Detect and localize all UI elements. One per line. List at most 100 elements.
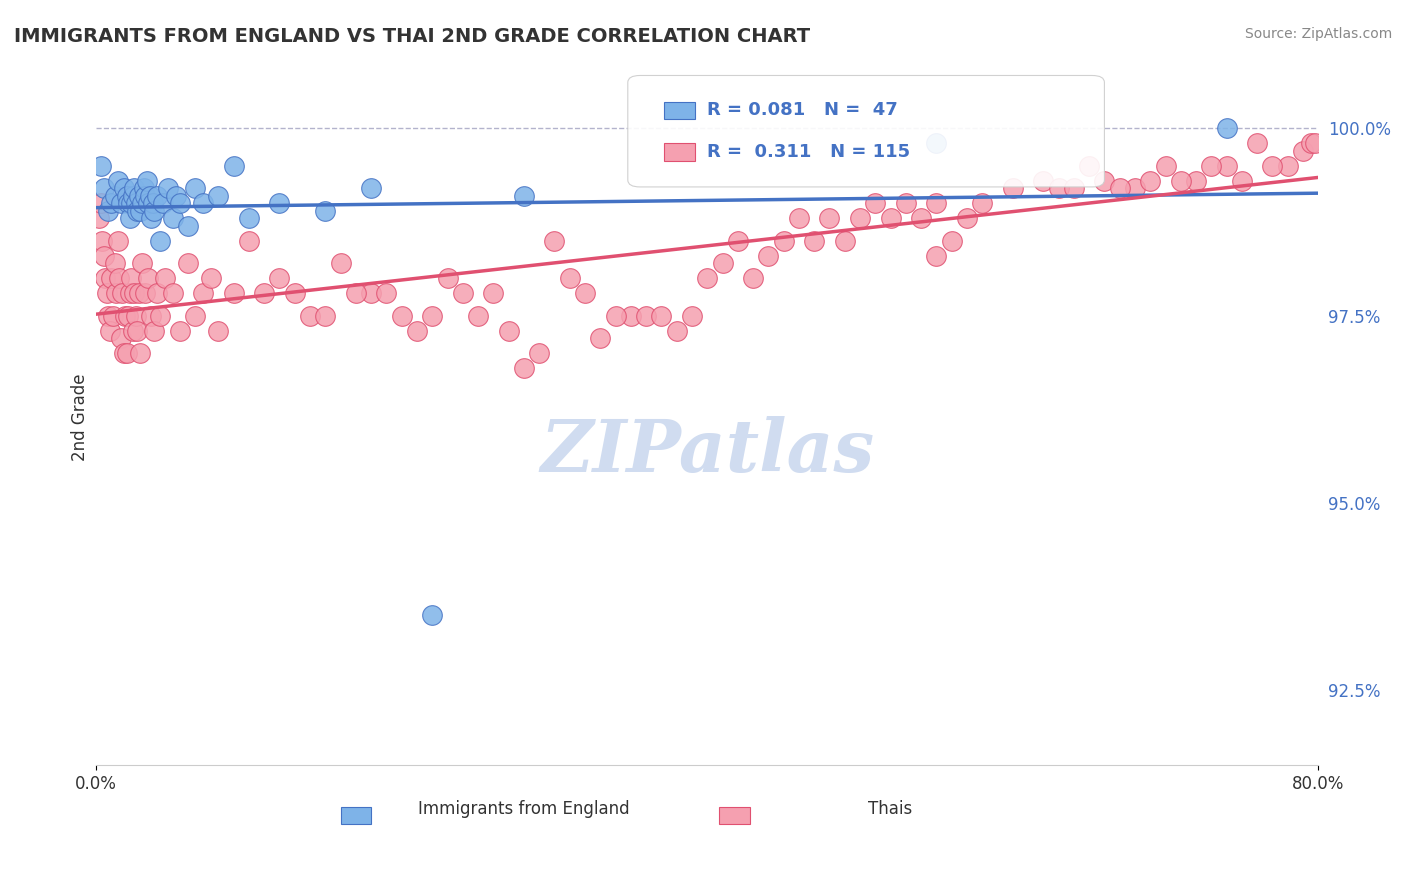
Point [605, 309, 627, 323]
Point [107, 174, 129, 188]
Point [253, 286, 276, 301]
Point [513, 189, 536, 203]
Point [360, 286, 382, 301]
Point [849, 211, 872, 226]
Point [153, 271, 176, 285]
FancyBboxPatch shape [665, 144, 695, 161]
Point [93, 249, 115, 263]
Point [132, 181, 155, 195]
Point [125, 309, 148, 323]
Point [114, 309, 136, 323]
Point [360, 181, 382, 195]
Point [1185, 174, 1208, 188]
Point [329, 256, 352, 270]
Point [127, 203, 149, 218]
Point [93, 181, 115, 195]
Point [101, 309, 124, 323]
Point [574, 286, 596, 301]
Point [165, 189, 187, 203]
Point [527, 346, 550, 360]
Point [134, 189, 156, 203]
Point [97, 309, 120, 323]
Point [696, 271, 718, 285]
Point [1299, 136, 1322, 151]
Point [127, 324, 149, 338]
Point [149, 234, 172, 248]
Point [818, 211, 841, 226]
Point [879, 211, 901, 226]
Point [941, 234, 963, 248]
Point [136, 196, 159, 211]
Point [112, 346, 135, 360]
Point [115, 189, 138, 203]
Point [681, 309, 703, 323]
Point [141, 211, 163, 226]
FancyBboxPatch shape [665, 102, 695, 119]
Point [107, 234, 129, 248]
Point [344, 286, 367, 301]
Point [134, 286, 156, 301]
Point [143, 203, 166, 218]
Y-axis label: 2nd Grade: 2nd Grade [72, 373, 89, 460]
Point [1261, 159, 1284, 173]
Point [558, 271, 581, 285]
Point [112, 181, 135, 195]
Point [129, 203, 152, 218]
Point [94, 271, 117, 285]
Point [184, 309, 207, 323]
Point [184, 181, 207, 195]
Point [143, 324, 166, 338]
Point [543, 234, 565, 248]
Point [1063, 181, 1085, 195]
Point [925, 196, 948, 211]
Point [910, 211, 932, 226]
Point [513, 361, 536, 376]
Point [96, 286, 118, 301]
Point [191, 286, 214, 301]
Point [1277, 159, 1299, 173]
Point [925, 136, 948, 151]
Point [451, 286, 474, 301]
Text: IMMIGRANTS FROM ENGLAND VS THAI 2ND GRADE CORRELATION CHART: IMMIGRANTS FROM ENGLAND VS THAI 2ND GRAD… [14, 27, 810, 45]
Point [124, 286, 146, 301]
Point [420, 608, 443, 623]
Point [131, 196, 153, 211]
Point [727, 234, 749, 248]
Point [1139, 174, 1161, 188]
Point [110, 196, 132, 211]
Point [100, 271, 122, 285]
Point [1201, 159, 1223, 173]
Point [772, 234, 794, 248]
Point [238, 234, 260, 248]
Point [284, 286, 307, 301]
Point [1047, 181, 1070, 195]
Point [129, 346, 152, 360]
Point [1154, 159, 1177, 173]
Point [128, 286, 150, 301]
Point [650, 309, 672, 323]
Point [1303, 136, 1326, 151]
Point [1123, 181, 1146, 195]
Point [177, 219, 200, 233]
Text: Immigrants from England: Immigrants from England [418, 800, 630, 818]
Point [117, 196, 139, 211]
Point [103, 256, 125, 270]
Point [269, 196, 291, 211]
Point [420, 309, 443, 323]
Text: Thais: Thais [869, 800, 912, 818]
Point [314, 203, 336, 218]
Point [136, 271, 159, 285]
Point [169, 324, 191, 338]
Point [894, 196, 917, 211]
Point [436, 271, 458, 285]
Point [141, 309, 163, 323]
Point [125, 196, 148, 211]
Point [115, 346, 138, 360]
Point [1292, 144, 1315, 158]
Point [665, 324, 688, 338]
Point [90, 196, 112, 211]
Point [111, 286, 134, 301]
Point [162, 211, 184, 226]
Point [314, 309, 336, 323]
Point [1108, 181, 1130, 195]
